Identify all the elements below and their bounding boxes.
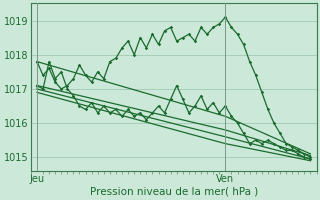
- X-axis label: Pression niveau de la mer( hPa ): Pression niveau de la mer( hPa ): [90, 187, 258, 197]
